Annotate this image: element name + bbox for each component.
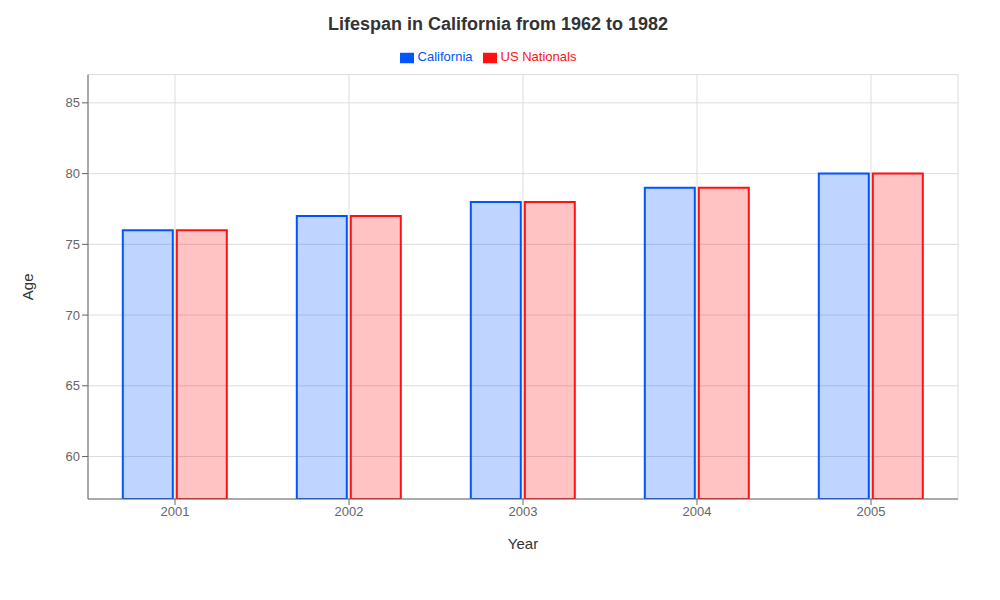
svg-text:Year: Year [508, 535, 538, 552]
svg-text:80: 80 [66, 166, 80, 181]
svg-text:Age: Age [19, 273, 36, 300]
svg-text:85: 85 [66, 95, 80, 110]
svg-text:2004: 2004 [683, 504, 712, 519]
svg-text:75: 75 [66, 237, 80, 252]
svg-text:70: 70 [66, 308, 80, 323]
svg-text:2003: 2003 [509, 504, 538, 519]
svg-text:2005: 2005 [857, 504, 886, 519]
svg-text:60: 60 [66, 449, 80, 464]
html-text:US Nationals: US Nationals [500, 49, 577, 64]
svg-text:2002: 2002 [335, 504, 364, 519]
svg-text:2001: 2001 [161, 504, 190, 519]
html-text:Lifespan in California from 19: Lifespan in California from 1962 to 1982 [327, 14, 668, 34]
html-text:California: California [417, 49, 473, 64]
svg-text:65: 65 [66, 378, 80, 393]
